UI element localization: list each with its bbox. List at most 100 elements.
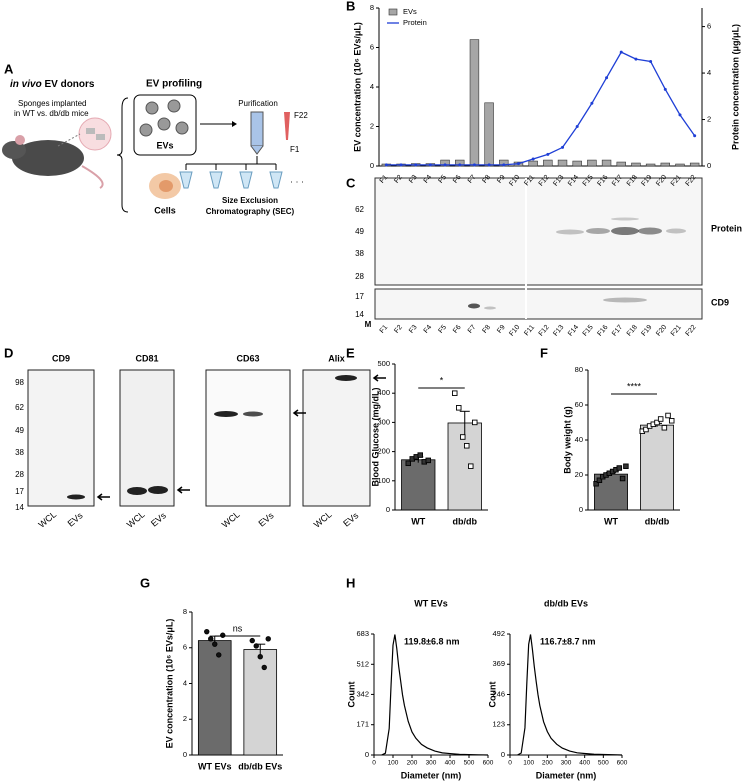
fraction-label: F9	[496, 324, 507, 335]
bar	[197, 640, 232, 756]
band	[611, 227, 639, 235]
data-point	[220, 632, 226, 638]
arrow	[292, 409, 306, 417]
y-tick-label: 0	[370, 161, 374, 170]
x-tick-label: WT	[604, 516, 618, 526]
band	[335, 375, 357, 381]
marker-label: 17	[355, 292, 364, 301]
x-tick-label: 200	[407, 760, 418, 767]
marker-label: 49	[355, 227, 364, 236]
arrow	[96, 493, 110, 501]
fraction-label: F3	[408, 324, 419, 335]
marker-label: 98	[15, 378, 24, 387]
data-point	[654, 419, 660, 426]
x-tick-label: 100	[388, 760, 399, 767]
data-point	[661, 425, 668, 431]
data-point	[460, 434, 466, 440]
tube	[179, 171, 193, 189]
protein-point	[678, 113, 682, 117]
ev-particle	[175, 121, 189, 135]
western-blot	[302, 369, 371, 507]
fraction-label: F14	[567, 324, 580, 338]
x-tick-label: F1	[379, 174, 390, 185]
fraction-label: F20	[655, 324, 668, 338]
sponge	[96, 134, 105, 140]
lane-label: EVs	[257, 510, 276, 529]
annotation: 116.7±8.7 nm	[540, 636, 595, 646]
tube	[209, 171, 223, 189]
marker-label: 62	[15, 403, 24, 412]
y-tick-label: 0	[501, 750, 505, 759]
x-tick-label: 300	[561, 760, 572, 767]
sponge	[86, 128, 95, 134]
y-tick-label: 123	[492, 720, 505, 729]
protein-point	[634, 57, 638, 61]
arrowhead	[232, 121, 237, 127]
panel-label: D	[4, 345, 13, 360]
data-point	[596, 477, 603, 484]
protein-point	[516, 162, 520, 166]
western-blot	[205, 369, 291, 507]
lane-label: EVs	[66, 510, 85, 529]
y-tick-label: 4	[370, 82, 374, 91]
y-axis-label: EV concentration (10⁶ EVs/μL)	[164, 619, 174, 749]
fraction-label: F8	[481, 324, 492, 335]
cd9-blot	[374, 288, 703, 320]
x-tick-label: F3	[408, 174, 419, 185]
protein-point	[384, 163, 388, 167]
band	[243, 411, 263, 417]
y-tick-label: 0	[386, 505, 390, 514]
data-point	[257, 653, 263, 660]
protein-point	[663, 87, 667, 91]
y-tick-label: 492	[492, 629, 505, 638]
marker-label: 14	[355, 310, 364, 319]
panel-d	[27, 369, 386, 507]
fraction-label: F13	[552, 324, 565, 338]
y-tick-label: 500	[377, 359, 390, 368]
cells-label: Cells	[154, 205, 176, 215]
marker-label: 28	[355, 272, 364, 281]
mouse-tail	[81, 165, 104, 189]
y-tick-label: 400	[377, 388, 390, 397]
protein-point	[399, 163, 403, 167]
data-point	[216, 652, 222, 658]
y-tick-label: 369	[492, 659, 505, 668]
tube-branches	[185, 156, 277, 170]
panel-label: C	[346, 175, 356, 190]
sec-column-tip	[250, 145, 264, 155]
x-tick-label: 100	[523, 760, 534, 767]
fraction-label: F7	[467, 324, 478, 335]
y-tick-label: 60	[575, 400, 583, 409]
y-axis-label: EV concentration (10⁶ EVs/μL)	[352, 22, 362, 152]
x-tick-label: 600	[617, 760, 628, 767]
data-point	[668, 418, 675, 424]
protein-point	[619, 50, 623, 54]
y-axis-label: Count	[346, 682, 356, 708]
blot-bands	[67, 375, 357, 500]
panel-label: G	[140, 575, 150, 590]
y-tick-label: 2	[370, 121, 374, 130]
sponges-text: Sponges implanted	[18, 99, 87, 108]
data-point	[452, 390, 458, 396]
sec-label: Chromatography (SEC)	[206, 207, 295, 216]
x-tick-label: 500	[598, 760, 609, 767]
data-point	[265, 636, 271, 642]
protein-point	[487, 163, 491, 167]
fraction-label: F4	[423, 324, 434, 335]
y-axis-label: Protein concentration (μg/μL)	[730, 24, 740, 150]
data-point	[212, 641, 218, 647]
chart-title: WT EVs	[414, 598, 448, 608]
blot-title: CD9	[52, 353, 70, 363]
x-tick-label: F8	[481, 174, 492, 185]
ev-particle	[139, 123, 153, 137]
sec-column	[250, 111, 264, 147]
fraction-label: F11	[523, 324, 536, 337]
data-point	[468, 463, 474, 469]
x-tick-label: 300	[426, 760, 437, 767]
y-axis-label: Body weight (g)	[562, 406, 572, 474]
y-tick-label: 6	[707, 22, 711, 31]
protein-point	[649, 59, 653, 63]
data-point	[472, 419, 478, 426]
